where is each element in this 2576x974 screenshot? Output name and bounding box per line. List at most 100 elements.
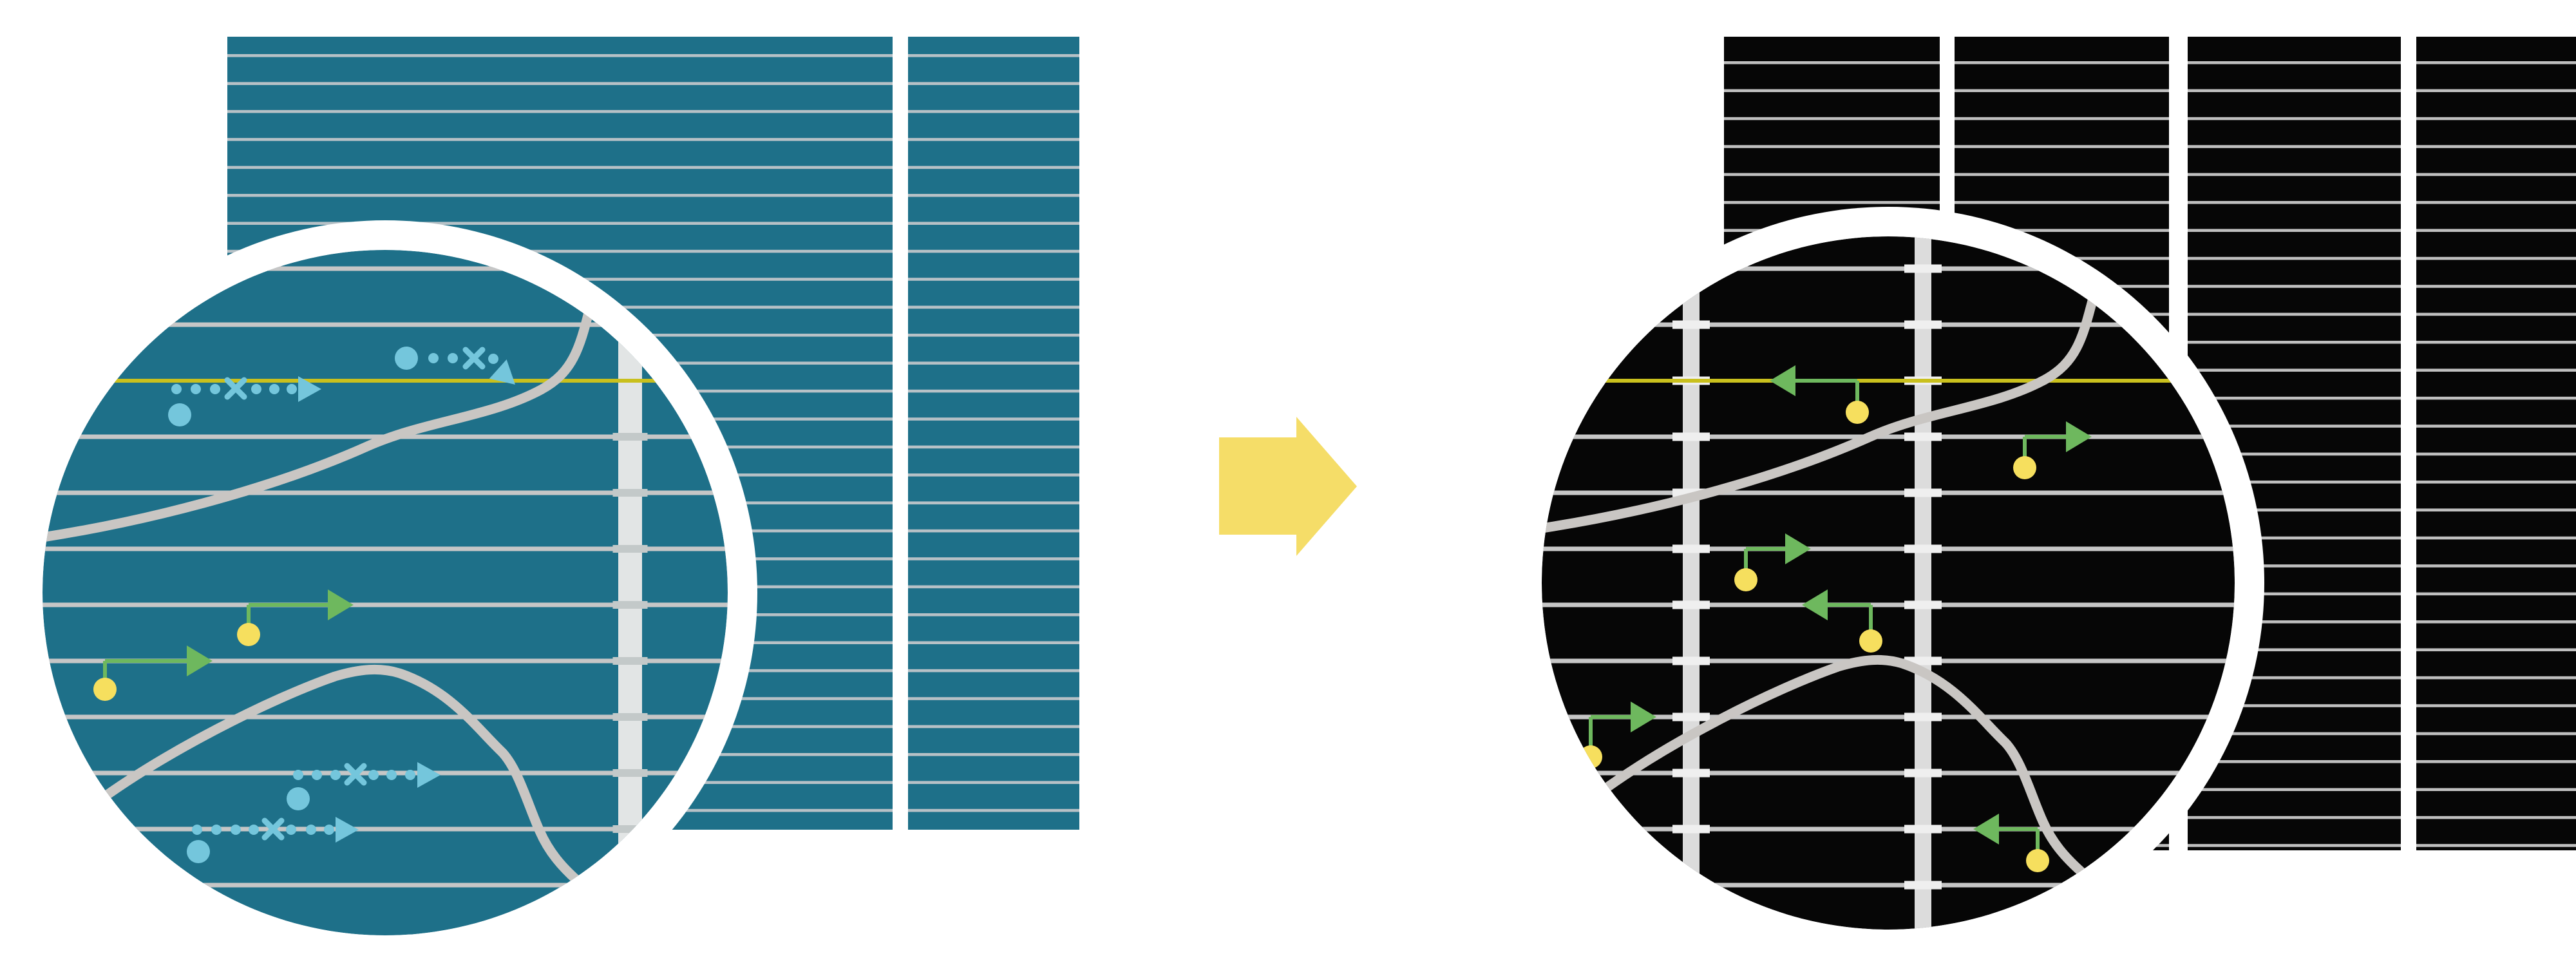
finger-stripe (2188, 508, 2401, 511)
grain-boundary-curve (43, 268, 605, 545)
finger-stripe (227, 194, 893, 197)
transition-arrow-icon (1219, 417, 1357, 556)
magnified-finger-line (43, 826, 728, 832)
magnified-finger-line (1542, 546, 2235, 551)
carrier-dot (2026, 849, 2049, 872)
busbar-solder-pad (612, 545, 648, 553)
finger-stripe (227, 222, 893, 225)
finger-stripe (2416, 368, 2576, 372)
finger-stripe (1724, 117, 1940, 120)
magnified-finger-line (43, 602, 728, 607)
path-dot (191, 384, 201, 394)
finger-stripe (908, 222, 1079, 225)
busbar-solder-pad (1904, 600, 1942, 609)
finger-stripe (1955, 117, 2169, 120)
finger-stripe (2188, 89, 2401, 92)
collected-carrier-path (1973, 814, 2049, 872)
finger-stripe (2416, 676, 2576, 680)
path-dot (488, 354, 498, 364)
finger-stripe (2188, 564, 2401, 568)
magnified-finger-line (1542, 770, 2235, 776)
finger-stripe (908, 361, 1079, 365)
finger-stripe (2416, 145, 2576, 148)
blocked-electron-path (395, 347, 515, 385)
magnified-finger-line (43, 658, 728, 664)
blocked-electron-path (287, 762, 440, 810)
finger-stripe (2416, 760, 2576, 763)
finger-stripe (2188, 312, 2401, 316)
finger-stripe (908, 194, 1079, 197)
magnifier-right (1542, 236, 2235, 946)
finger-stripe (2416, 620, 2576, 624)
busbar-solder-pad (1904, 769, 1942, 778)
finger-stripe (227, 166, 893, 169)
finger-stripe (908, 613, 1079, 616)
finger-stripe (2416, 341, 2576, 344)
busbar-solder-pad (612, 433, 648, 441)
busbar-solder-pad (1672, 712, 1710, 721)
finger-stripe (2188, 788, 2401, 791)
collected-carrier-path (93, 645, 213, 701)
path-dot (312, 770, 322, 780)
finger-stripe (2188, 285, 2401, 288)
busbar-solder-pad (613, 937, 648, 945)
arrowhead-icon (1770, 365, 1795, 396)
collected-carrier-path (2013, 421, 2092, 479)
electron-dot (187, 840, 210, 863)
busbar-solder-pad (1904, 320, 1942, 329)
arrowhead-icon (298, 376, 321, 402)
collected-carrier-path (1770, 365, 1869, 424)
finger-stripe (908, 641, 1079, 644)
finger-stripe (1955, 229, 2169, 232)
finger-stripe (2188, 256, 2401, 260)
path-dot (286, 825, 296, 835)
path-dot (211, 825, 222, 835)
magnified-finger-line (43, 546, 728, 551)
finger-stripe (2416, 788, 2576, 791)
finger-stripe (1724, 61, 1940, 64)
finger-stripe (2416, 117, 2576, 120)
finger-stripe (227, 54, 893, 57)
path-dot (330, 770, 341, 780)
finger-stripe (2188, 536, 2401, 540)
path-dot (405, 770, 415, 780)
finger-stripe (2188, 620, 2401, 624)
carrier-dot (2013, 456, 2036, 479)
path-dot (269, 384, 279, 394)
busbar-solder-pad (1904, 881, 1942, 890)
finger-stripe (2188, 396, 2401, 400)
finger-stripe (227, 249, 893, 253)
blocked-x-icon (462, 347, 486, 370)
busbar-solder-pad (1672, 937, 1710, 946)
finger-stripe (908, 54, 1079, 57)
finger-stripe (2416, 704, 2576, 707)
arrowhead-icon (336, 817, 359, 843)
lens-background (43, 250, 728, 935)
finger-stripe (2416, 648, 2576, 651)
cell-body (908, 37, 1079, 830)
path-dot (306, 825, 316, 835)
finger-stripe (908, 305, 1079, 309)
finger-stripe (908, 138, 1079, 141)
finger-stripe (2416, 89, 2576, 92)
busbar-solder-pad (612, 489, 648, 497)
finger-stripe (2416, 592, 2576, 596)
path-dot (368, 770, 379, 780)
finger-stripe (908, 389, 1079, 393)
finger-stripe (2416, 844, 2576, 847)
busbar-solder-pad (1904, 488, 1942, 497)
finger-stripe (2416, 229, 2576, 232)
finger-stripe (908, 697, 1079, 700)
magnified-finger-line (1542, 322, 2235, 327)
busbar-solder-pad (1672, 544, 1710, 553)
busbar-solder-pad (1904, 432, 1942, 441)
finger-stripe (2188, 61, 2401, 64)
busbar-solder-pad (1904, 825, 1942, 834)
busbar-solder-pad (1672, 320, 1710, 329)
arrowhead-icon (1802, 589, 1828, 620)
finger-stripe (1724, 173, 1940, 177)
blocked-electron-path (168, 376, 321, 426)
finger-stripe (908, 529, 1079, 533)
busbar-solder-pad (612, 601, 648, 609)
magnified-finger-line (1542, 490, 2235, 495)
